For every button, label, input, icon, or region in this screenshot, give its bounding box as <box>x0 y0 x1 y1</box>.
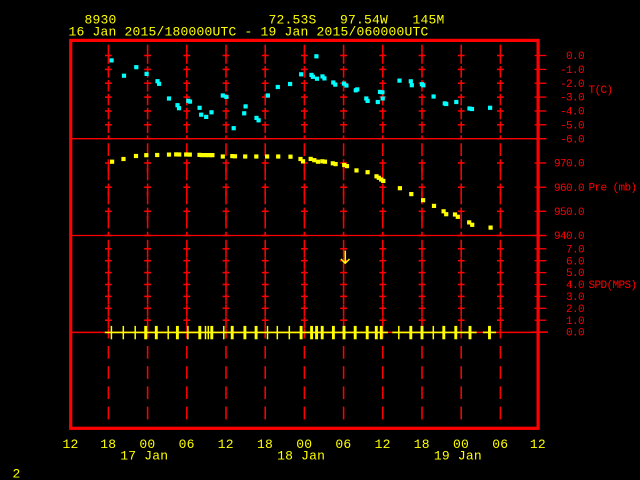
svg-text:145M: 145M <box>413 13 445 28</box>
svg-text:72.53S: 72.53S <box>269 13 317 28</box>
svg-text:T(C): T(C) <box>589 85 613 97</box>
svg-text:-2.0: -2.0 <box>560 79 584 91</box>
svg-text:18 Jan: 18 Jan <box>277 449 325 464</box>
svg-text:0.0: 0.0 <box>566 328 584 340</box>
svg-text:-1.0: -1.0 <box>560 65 584 77</box>
svg-text:17 Jan: 17 Jan <box>120 449 168 464</box>
svg-text:5.0: 5.0 <box>566 268 584 280</box>
svg-text:950.0: 950.0 <box>554 207 584 219</box>
svg-text:00: 00 <box>296 437 312 452</box>
svg-text:00: 00 <box>453 437 469 452</box>
svg-text:06: 06 <box>179 437 195 452</box>
svg-text:2: 2 <box>13 467 21 480</box>
svg-text:940.0: 940.0 <box>554 231 584 243</box>
svg-text:16 Jan 2015/180000UTC - 19 Jan: 16 Jan 2015/180000UTC - 19 Jan 2015/0600… <box>69 25 429 40</box>
svg-text:6.0: 6.0 <box>566 256 584 268</box>
svg-text:12: 12 <box>375 437 391 452</box>
svg-text:19 Jan: 19 Jan <box>434 449 482 464</box>
svg-text:12: 12 <box>218 437 234 452</box>
svg-text:970.0: 970.0 <box>554 159 584 171</box>
svg-text:97.54W: 97.54W <box>340 13 388 28</box>
svg-text:18: 18 <box>414 437 430 452</box>
svg-text:8930: 8930 <box>85 13 117 28</box>
svg-text:12: 12 <box>530 437 546 452</box>
svg-text:-6.0: -6.0 <box>560 134 584 146</box>
svg-text:06: 06 <box>492 437 508 452</box>
svg-text:06: 06 <box>335 437 351 452</box>
svg-text:4.0: 4.0 <box>566 280 584 292</box>
svg-text:SPD(MPS): SPD(MPS) <box>589 280 637 292</box>
svg-text:00: 00 <box>139 437 155 452</box>
svg-text:18: 18 <box>257 437 273 452</box>
svg-text:12: 12 <box>63 437 79 452</box>
svg-text:-3.0: -3.0 <box>560 93 584 105</box>
svg-text:3.0: 3.0 <box>566 292 584 304</box>
svg-text:7.0: 7.0 <box>566 244 584 256</box>
svg-text:0.0: 0.0 <box>566 51 584 63</box>
svg-text:Pre (mb): Pre (mb) <box>589 183 637 195</box>
svg-text:-5.0: -5.0 <box>560 120 584 132</box>
svg-text:2.0: 2.0 <box>566 304 584 316</box>
svg-text:960.0: 960.0 <box>554 183 584 195</box>
svg-text:18: 18 <box>100 437 116 452</box>
svg-text:-4.0: -4.0 <box>560 107 584 119</box>
svg-text:1.0: 1.0 <box>566 316 584 328</box>
